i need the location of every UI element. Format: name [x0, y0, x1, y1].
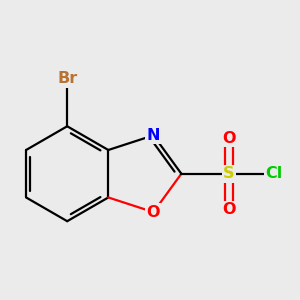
Text: Br: Br	[57, 71, 77, 86]
Text: N: N	[147, 128, 160, 143]
Text: S: S	[223, 166, 235, 181]
Text: O: O	[147, 205, 160, 220]
Text: Cl: Cl	[265, 166, 283, 181]
Text: O: O	[222, 202, 236, 217]
Text: O: O	[222, 130, 236, 146]
